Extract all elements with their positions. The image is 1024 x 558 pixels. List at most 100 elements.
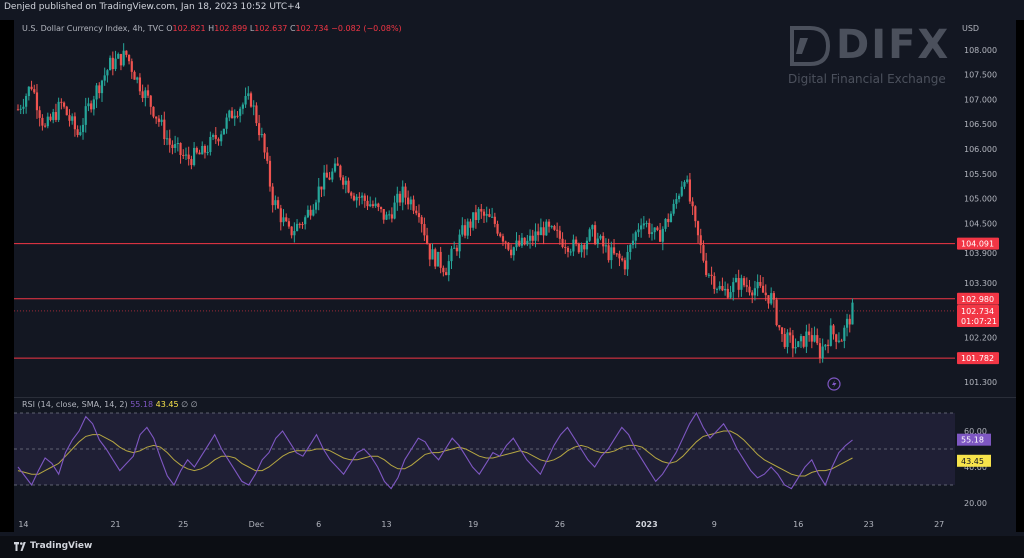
legend-c-label: C: [289, 24, 296, 33]
candle-body: [518, 240, 521, 246]
candle-body: [312, 209, 315, 216]
candle-body: [360, 195, 364, 198]
candle-body: [103, 75, 106, 81]
candle-body: [49, 116, 52, 121]
candle-body: [138, 77, 142, 92]
candle-body: [136, 77, 139, 80]
time-tick-label: 27: [934, 520, 944, 529]
candle-body: [767, 295, 770, 304]
candle-body: [691, 201, 694, 207]
tradingview-logo-icon[interactable]: [14, 542, 26, 551]
candle-body: [41, 117, 44, 126]
candle-body: [282, 217, 285, 223]
time-tick-label: 26: [555, 520, 565, 529]
candle-body: [715, 288, 719, 290]
candle-body: [770, 293, 773, 304]
candle-body: [426, 235, 429, 244]
candle-body: [201, 145, 204, 155]
candle-body: [783, 334, 786, 347]
candle-body: [504, 241, 507, 243]
candle-body: [377, 203, 380, 208]
candle-body: [30, 86, 33, 90]
candle-body: [778, 325, 781, 328]
candle-body: [447, 261, 450, 276]
candle-body: [71, 116, 74, 121]
candle-body: [664, 218, 667, 229]
candle-body: [480, 208, 483, 212]
candle-body: [631, 240, 635, 245]
candle-body: [444, 272, 448, 276]
candle-body: [187, 154, 190, 160]
candle-body: [534, 231, 537, 241]
candle-body: [612, 247, 616, 254]
candle-body: [393, 202, 396, 219]
candle-body: [808, 331, 811, 336]
candle-body: [230, 110, 234, 119]
candle-body: [745, 285, 748, 287]
candle-body: [667, 218, 670, 223]
price-axis-background: [955, 20, 1016, 514]
candle-body: [610, 247, 613, 261]
rsi-legend-extra: ∅ ∅: [181, 400, 198, 409]
candle-body: [732, 282, 735, 293]
candle-body: [79, 132, 82, 135]
candle-body: [244, 96, 247, 105]
candle-body: [52, 112, 55, 121]
legend-open-value: 102.821: [172, 24, 206, 33]
candle-body: [306, 209, 309, 218]
time-tick-label: 19: [468, 520, 478, 529]
time-tick-label: 16: [793, 520, 803, 529]
candle-body: [249, 93, 253, 107]
candle-body: [133, 71, 136, 80]
candle-body: [642, 223, 645, 226]
candle-body: [737, 277, 740, 290]
level-price-label: 104.091: [961, 240, 994, 249]
rsi-value-label: 55.18: [961, 436, 984, 445]
candle-body: [182, 155, 185, 157]
candle-body: [710, 274, 713, 277]
candle-body: [775, 299, 778, 326]
candle-body: [214, 135, 217, 139]
candle-body: [144, 90, 147, 99]
candle-body: [54, 112, 58, 120]
candle-body: [111, 57, 114, 70]
candle-body: [718, 285, 721, 289]
candle-body: [304, 217, 307, 225]
candle-body: [556, 229, 559, 231]
candle-body: [382, 209, 385, 220]
lightning-icon[interactable]: [827, 377, 841, 391]
right-border: [1016, 20, 1024, 532]
candle-body: [577, 243, 580, 253]
candle-body: [279, 208, 282, 223]
candle-body: [648, 222, 651, 235]
candle-body: [661, 228, 664, 242]
candle-body: [396, 193, 399, 203]
candle-body: [531, 235, 534, 241]
candle-body: [835, 334, 838, 342]
candle-body: [453, 247, 456, 249]
candle-body: [228, 110, 231, 118]
candle-body: [607, 245, 610, 261]
candle-body: [526, 240, 529, 245]
candle-body: [672, 203, 675, 214]
candle-body: [398, 193, 402, 203]
candle-body: [669, 213, 673, 223]
candle-body: [363, 195, 366, 201]
candle-body: [845, 318, 849, 328]
candle-body: [301, 224, 304, 226]
candle-body: [553, 226, 556, 230]
price-tick-label: 108.000: [964, 46, 997, 55]
footer-brand[interactable]: TradingView: [30, 541, 93, 551]
legend-h-label: H: [208, 24, 215, 33]
candle-body: [266, 152, 269, 161]
candle-body: [810, 335, 813, 342]
legend-change: −0.082 (−0.08%): [331, 24, 402, 33]
candle-body: [127, 54, 131, 62]
candle-body: [688, 179, 692, 202]
candle-body: [347, 180, 350, 193]
candle-body: [604, 245, 608, 247]
candle-body: [92, 99, 95, 110]
candle-body: [241, 104, 244, 109]
candle-body: [342, 177, 345, 185]
